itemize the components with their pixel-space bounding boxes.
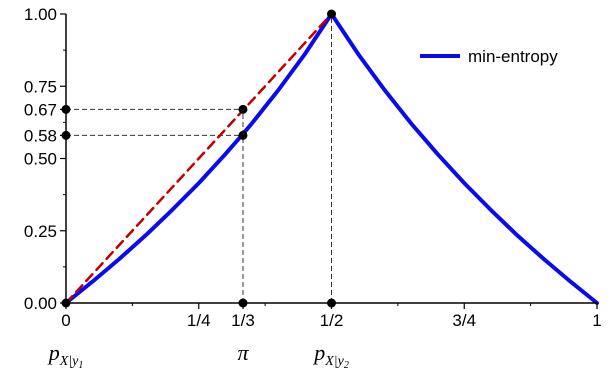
y-tick-label-6: 1.00 xyxy=(24,5,57,24)
x-tick-label-5: 1 xyxy=(592,311,601,330)
legend: min-entropy xyxy=(420,47,558,66)
guide-point-5 xyxy=(238,130,248,140)
x-annotations: pX|y1 π pX|y2 xyxy=(47,340,349,371)
y-tick-label-0: 0.00 xyxy=(24,294,57,313)
x-annotation-0: pX|y1 xyxy=(47,340,84,371)
y-axis-ticks: 0.00 0.25 0.50 0.58 0.67 0.75 1.00 xyxy=(24,5,66,313)
x-annotation-2: pX|y2 xyxy=(312,340,349,371)
guide-point-7 xyxy=(327,9,336,19)
y-tick-label-5: 0.75 xyxy=(24,77,57,96)
x-annotation-1: π xyxy=(237,340,249,365)
x-tick-label-0: 0 xyxy=(61,311,70,330)
y-tick-label-4: 0.67 xyxy=(24,100,57,119)
x-tick-label-4: 3/4 xyxy=(452,311,476,330)
y-tick-label-3: 0.58 xyxy=(24,126,57,145)
x-tick-label-1: 1/4 xyxy=(187,311,211,330)
x-tick-label-3: 1/2 xyxy=(320,311,344,330)
series-layer xyxy=(64,12,599,305)
guide-lines xyxy=(66,14,332,303)
series-line-0 xyxy=(64,12,599,305)
guide-point-6 xyxy=(238,104,248,114)
series-line-1 xyxy=(64,12,333,305)
legend-label: min-entropy xyxy=(468,47,558,66)
y-tick-label-2: 0.50 xyxy=(24,150,57,169)
y-tick-label-1: 0.25 xyxy=(24,222,57,241)
x-tick-label-2: 1/3 xyxy=(231,311,255,330)
x-axis-ticks: 0 1/4 1/3 1/2 3/4 1 xyxy=(61,303,602,330)
